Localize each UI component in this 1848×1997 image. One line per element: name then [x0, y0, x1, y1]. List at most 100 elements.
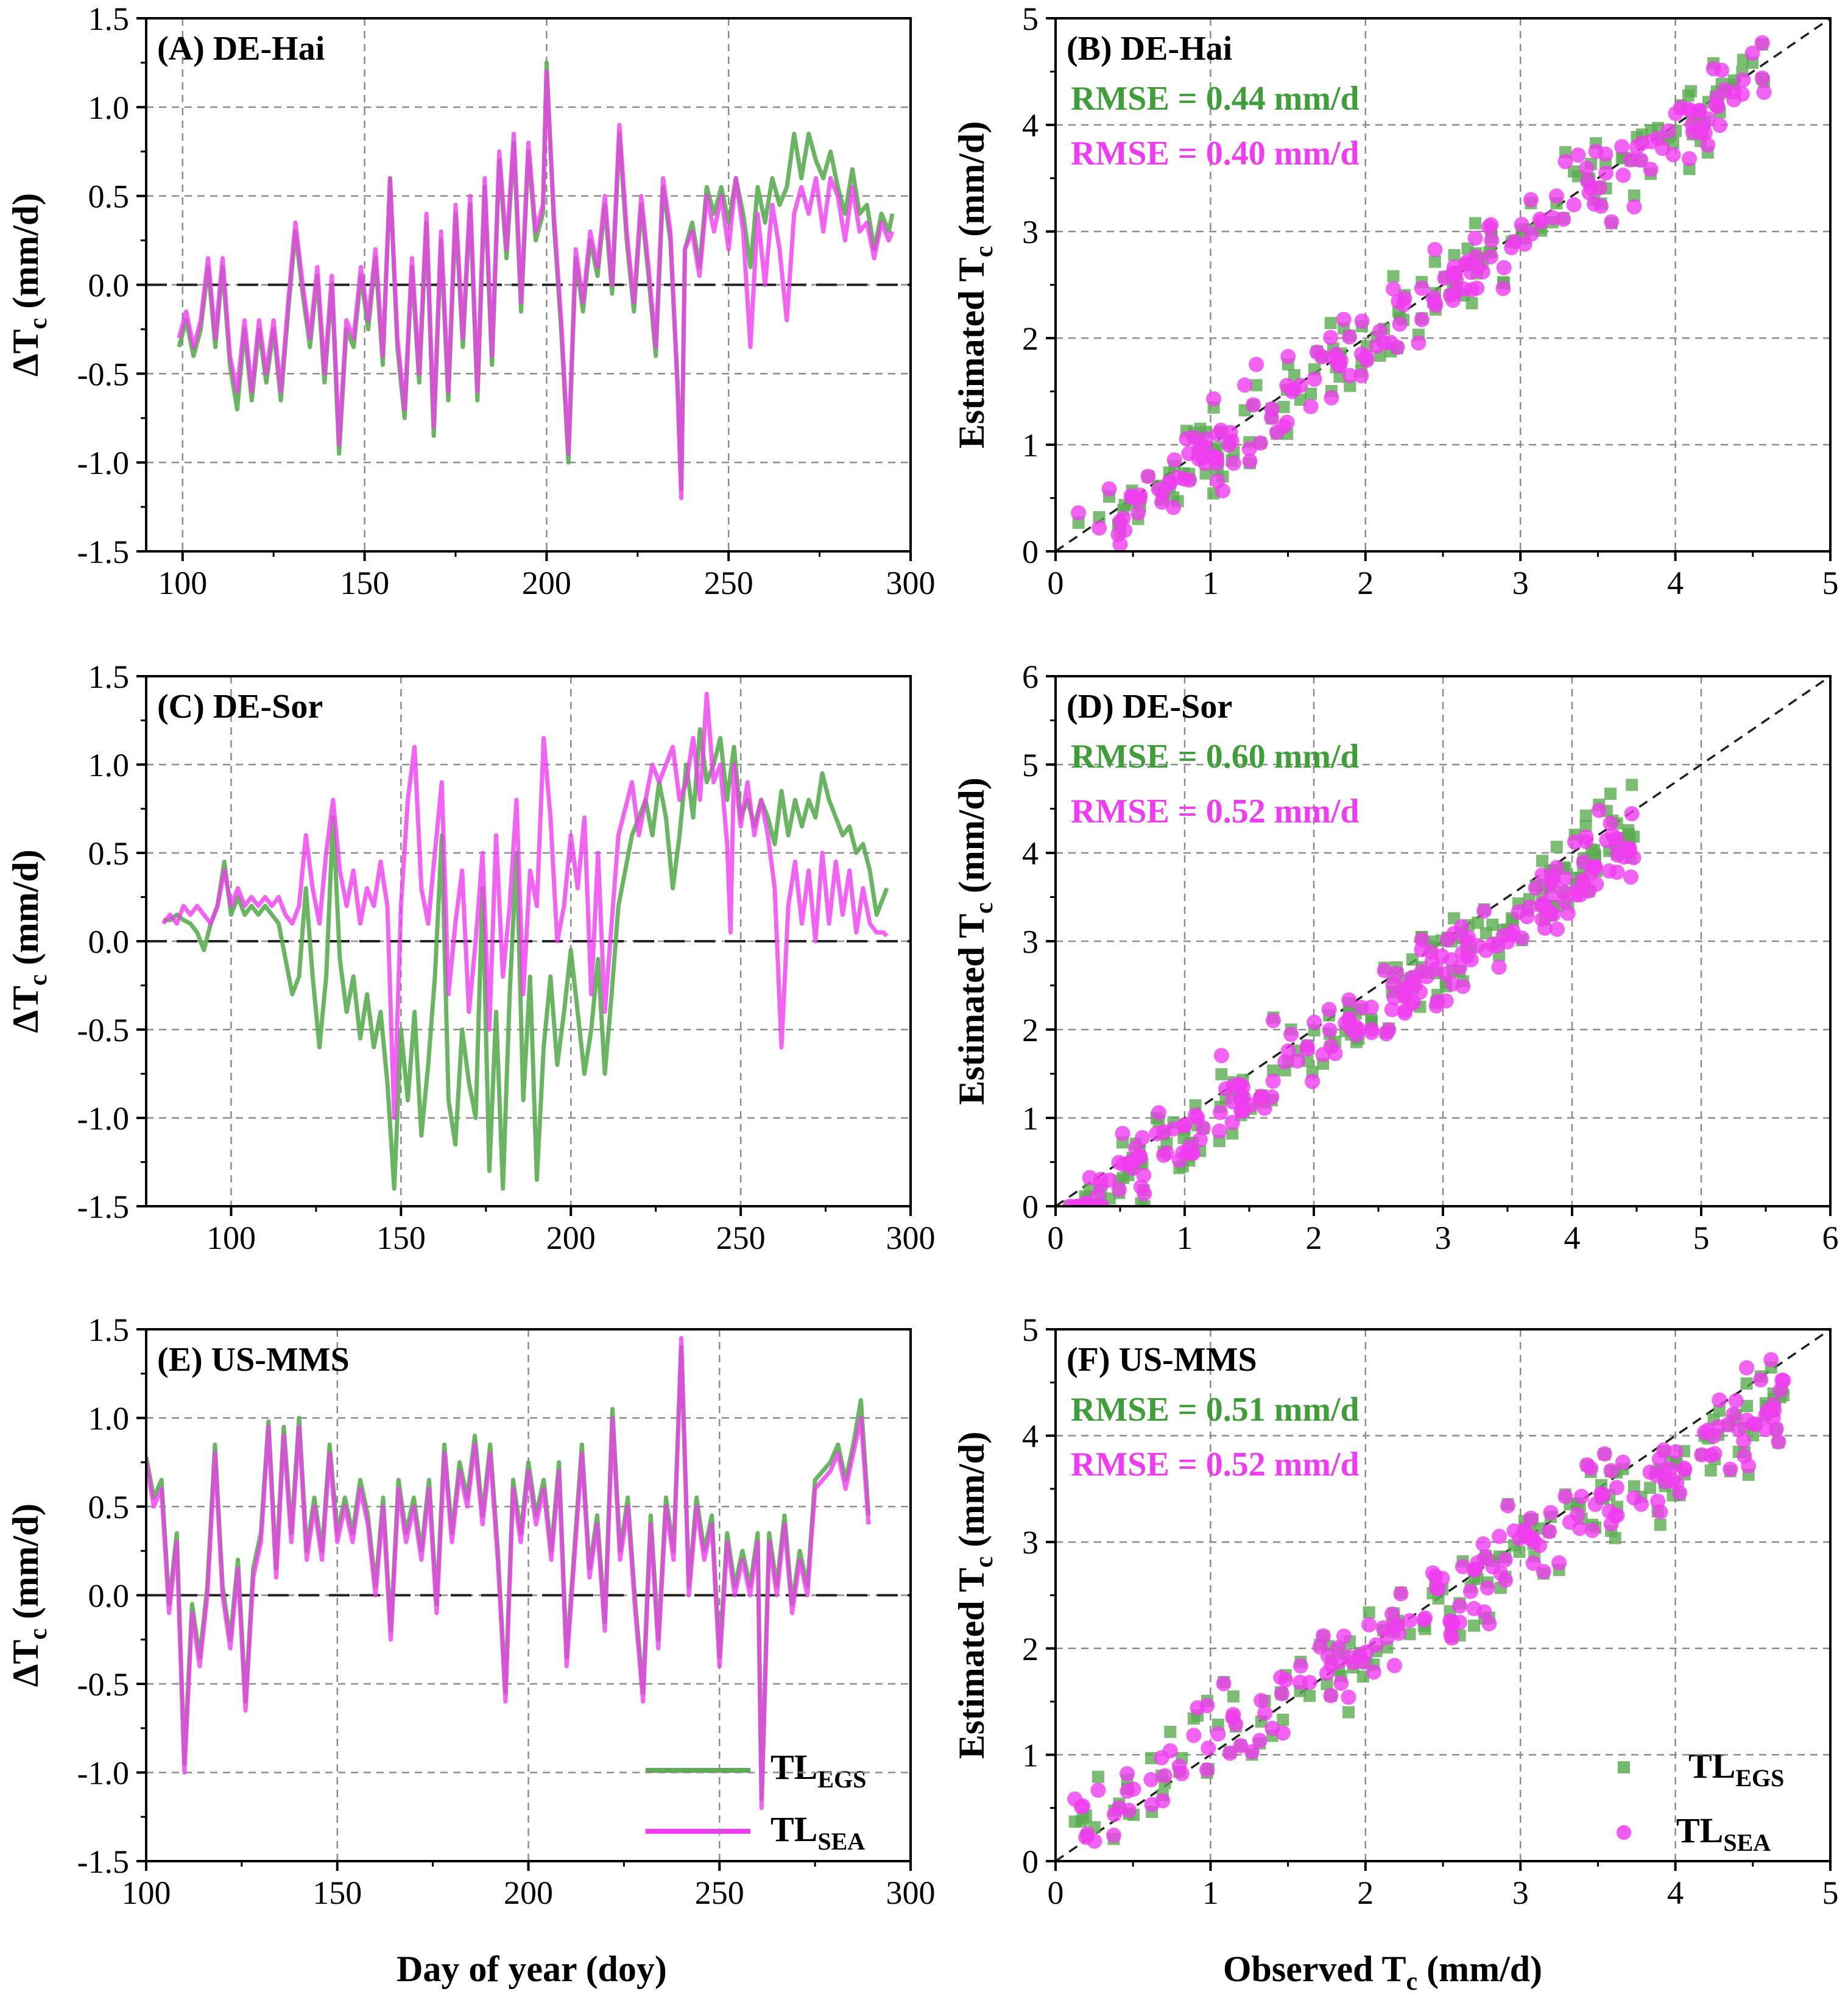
scatter-point-sea: [1497, 1552, 1513, 1568]
scatter-point-sea: [1228, 1716, 1244, 1732]
scatter-point-egs: [1164, 1725, 1177, 1738]
scatter-point-sea: [1676, 1460, 1692, 1476]
scatter-point-sea: [1197, 456, 1213, 472]
x-tick-label: 0: [1048, 565, 1064, 601]
scatter-point-sea: [1121, 1803, 1137, 1819]
y-tick-label: 0.5: [88, 835, 130, 872]
scatter-point-sea: [1411, 335, 1427, 351]
scatter-point-sea: [1557, 871, 1573, 886]
scatter-point-sea: [1166, 1121, 1182, 1137]
scatter-point-sea: [1222, 1745, 1238, 1761]
scatter-point-sea: [1469, 280, 1485, 296]
y-tick-label: 1.0: [88, 1401, 130, 1437]
scatter-point-sea: [1596, 1446, 1612, 1462]
scatter-point-sea: [1354, 313, 1370, 329]
scatter-point-egs: [1324, 317, 1337, 330]
scatter-point-sea: [1218, 1081, 1234, 1097]
panel-c: (C) DE-Sor 100 150 200 250 300 -1.5 -1.0 -0.5 0.0…: [5, 659, 936, 1256]
scatter-point-sea: [1703, 1447, 1719, 1463]
scatter-point-sea: [1596, 1487, 1612, 1503]
scatter-point-sea: [1656, 1442, 1672, 1458]
scatter-point-sea: [1405, 970, 1420, 986]
scatter-point-sea: [1543, 1505, 1559, 1521]
y-axis-title: ΔTc (mm/d): [5, 849, 52, 1033]
scatter-point-sea: [1225, 1094, 1241, 1109]
x-tick-label: 1: [1202, 565, 1219, 601]
scatter-point-sea: [1402, 1613, 1418, 1628]
x-tick-label: 150: [340, 565, 389, 601]
scatter-point-sea: [1079, 1198, 1095, 1206]
scatter-point-egs: [1363, 1606, 1375, 1619]
scatter-point-sea: [1226, 455, 1241, 471]
scatter-point-sea: [1609, 864, 1625, 880]
scatter-point-sea: [1652, 1504, 1668, 1520]
scatter-point-egs: [1465, 297, 1478, 309]
scatter-point-sea: [1392, 316, 1408, 332]
scatter-point-egs: [1628, 189, 1640, 202]
scatter-point-sea: [1312, 1639, 1328, 1655]
y-tick-label: -1.5: [77, 1843, 129, 1880]
scatter-point-sea: [1478, 942, 1494, 958]
scatter-point-sea: [1633, 152, 1649, 168]
x-tick-label: 300: [886, 565, 936, 601]
scatter-point-sea: [1575, 872, 1591, 888]
scatter-point-sea: [1668, 1444, 1684, 1460]
scatter-point-sea: [1107, 1806, 1123, 1822]
scatter-point-sea: [1314, 349, 1330, 365]
scatter-point-sea: [1242, 453, 1258, 469]
scatter-point-sea: [1274, 1686, 1289, 1702]
scatter-point-sea: [1414, 312, 1430, 328]
scatter-point-sea: [1159, 1145, 1174, 1161]
scatter-point-sea: [1706, 1428, 1722, 1444]
scatter-point-sea: [1384, 1002, 1400, 1017]
series-line-egs: [163, 727, 889, 1191]
scatter-point-sea: [1514, 217, 1529, 233]
y-tick-label: 1.5: [88, 659, 130, 695]
y-tick-label: 2: [1022, 1012, 1039, 1048]
scatter-point-sea: [1115, 1126, 1130, 1142]
scatter-point-sea: [1133, 1179, 1149, 1195]
scatter-point-sea: [1615, 168, 1631, 183]
scatter-point-sea: [1756, 84, 1772, 100]
scatter-point-sea: [1075, 1798, 1091, 1814]
legend-f-sea-marker: [1617, 1825, 1631, 1840]
panel-b: RMSE = 0.44 mm/d RMSE = 0.40 mm/d (B) DE-H…: [951, 1, 1839, 601]
scatter-point-sea: [1427, 242, 1443, 258]
scatter-point-egs: [1579, 819, 1592, 832]
scatter-point-sea: [1213, 1048, 1229, 1064]
scatter-point-egs: [1467, 1619, 1480, 1632]
y-tick-label: 2: [1022, 320, 1039, 357]
scatter-point-sea: [1341, 992, 1357, 1008]
y-tick-label: -0.5: [77, 1012, 129, 1048]
scatter-point-sea: [1463, 1583, 1479, 1599]
x-tick-label: 2: [1357, 565, 1374, 601]
scatter-point-egs: [1626, 779, 1638, 791]
scatter-point-sea: [1500, 1498, 1516, 1514]
scatter-point-sea: [1417, 1610, 1433, 1626]
x-tick-label: 150: [376, 1220, 426, 1256]
x-tick-label: 300: [886, 1220, 936, 1256]
scatter-point-sea: [1665, 1472, 1680, 1488]
scatter-point-sea: [1244, 1744, 1260, 1760]
scatter-point-egs: [1472, 916, 1484, 929]
scatter-point-sea: [1459, 948, 1475, 964]
plot-area-f: [1056, 1329, 1830, 1861]
scatter-point-sea: [1495, 280, 1511, 296]
x-axis-title-left: Day of year (doy): [397, 1949, 667, 1989]
scatter-point-sea: [1275, 1725, 1291, 1741]
scatter-point-egs: [1092, 1770, 1104, 1783]
scatter-point-sea: [1386, 1658, 1402, 1674]
scatter-point-egs: [1226, 1127, 1239, 1140]
y-tick-label: 0.5: [88, 178, 130, 215]
scatter-point-sea: [1397, 1003, 1413, 1019]
scatter-point-sea: [1333, 1675, 1349, 1691]
scatter-point-sea: [1186, 1728, 1202, 1744]
scatter-point-sea: [1447, 259, 1462, 275]
scatter-point-sea: [1062, 1198, 1078, 1206]
scatter-point-sea: [1741, 1458, 1757, 1474]
scatter-point-sea: [1071, 505, 1087, 521]
scatter-point-sea: [1772, 1382, 1788, 1398]
plot-area-c: [146, 691, 911, 1191]
scatter-point-sea: [1232, 1076, 1248, 1092]
